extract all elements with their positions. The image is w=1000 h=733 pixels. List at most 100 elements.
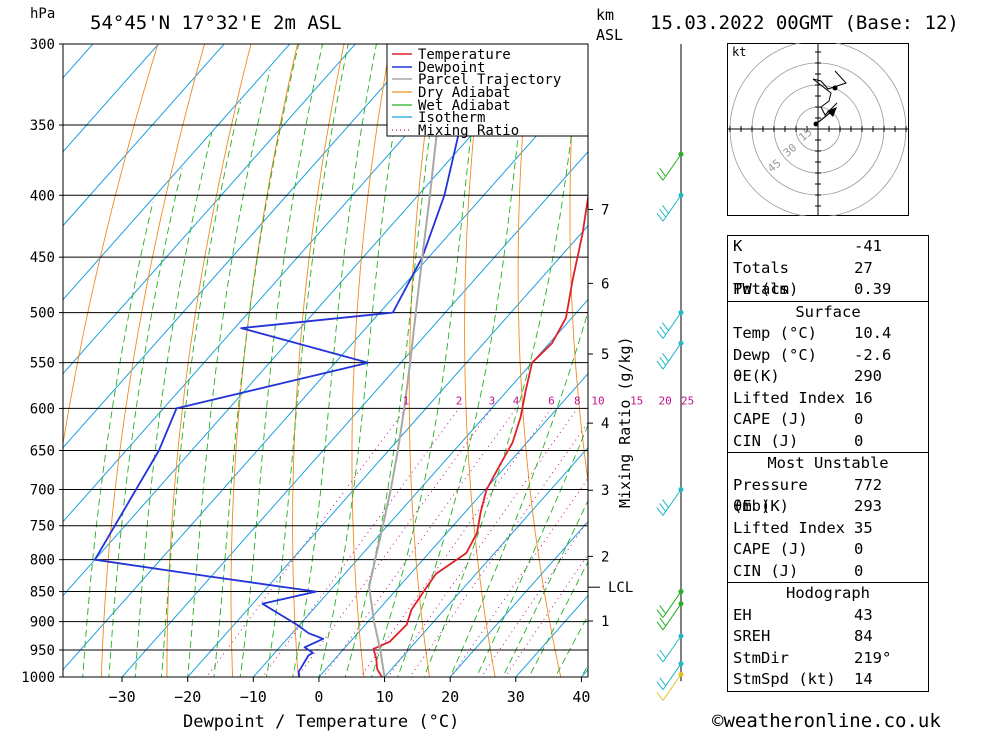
station-location: 54°45'N 17°32'E 2m ASL xyxy=(90,12,342,34)
isotherm-line xyxy=(63,44,291,301)
temperature-tick-label: −30 xyxy=(109,688,136,706)
temperature-tick-label: 0 xyxy=(314,688,323,706)
mu-value: 772 xyxy=(854,475,883,494)
surface-label: CAPE (J) xyxy=(733,410,808,428)
dry-adiabat-line xyxy=(63,44,159,447)
isotherm-line xyxy=(63,76,588,671)
surface-value: 16 xyxy=(854,388,873,407)
x-axis-title: Dewpoint / Temperature (°C) xyxy=(183,712,459,732)
surface-row: Lifted Index 16 xyxy=(728,388,928,410)
wind-barb-shaft xyxy=(662,674,682,701)
wet-adiabat-line xyxy=(160,101,241,677)
wind-barb-flag xyxy=(656,692,664,701)
mixing-ratio-value-label: 20 xyxy=(658,394,671,407)
wet-adiabat-line xyxy=(82,201,154,677)
pressure-axis: 300 350 400 450 500 550 600 650 700 750 800 850 900 9… xyxy=(21,37,63,686)
index-row-pw: PW (cm) 0.39 xyxy=(728,279,928,301)
legend-label-dry-adiabat: Dry Adiabat xyxy=(418,85,511,101)
mixing-ratio-value-label: 10 xyxy=(591,394,604,407)
mixing-ratio-value-label: 6 xyxy=(548,394,555,407)
height-tick-label: 7 xyxy=(601,203,609,219)
pressure-tick-label: 350 xyxy=(30,118,55,134)
pressure-tick-label: 700 xyxy=(30,483,55,499)
hodograph-trace-upper xyxy=(812,70,847,90)
wind-barb-flag xyxy=(662,499,669,508)
mu-label: Pressure (mb) xyxy=(733,475,808,516)
wind-barb-flag xyxy=(656,621,664,631)
wind-barb-flag xyxy=(662,352,669,362)
wind-barb-flag xyxy=(656,171,664,181)
pressure-tick-label: 650 xyxy=(30,444,55,460)
pressure-tick-label: 500 xyxy=(30,306,55,322)
wind-barb-flag xyxy=(662,322,669,331)
surface-value: 10.4 xyxy=(854,324,892,342)
wind-barb-flag xyxy=(662,204,669,214)
wind-barb xyxy=(656,589,684,618)
wind-barb xyxy=(656,192,684,222)
pressure-tick-label: 300 xyxy=(30,37,55,53)
mu-value: 293 xyxy=(854,497,882,515)
wind-barb-flag xyxy=(659,208,667,218)
pressure-tick-label: 400 xyxy=(30,188,55,204)
pressure-tick-label: 750 xyxy=(30,519,55,535)
storm-motion-arrow xyxy=(815,111,832,125)
hodo-label: EH xyxy=(733,605,752,624)
wet-adiabat-line xyxy=(554,614,588,677)
hodograph-row: StmSpd (kt) 14 xyxy=(728,669,928,691)
mixing-ratio-line xyxy=(480,519,588,677)
mixing-ratio-line xyxy=(409,421,588,677)
most-unstable-section-title: Most Unstable xyxy=(767,454,889,472)
index-value: -41 xyxy=(854,237,882,255)
wind-barb-flag xyxy=(659,326,667,335)
mixing-ratio-lines xyxy=(205,408,588,677)
mixing-ratio-value-label: 25 xyxy=(681,394,694,407)
wind-barb xyxy=(656,601,684,631)
wind-barb-flag xyxy=(656,330,664,339)
isotherm-line xyxy=(449,520,588,677)
lcl-label: LCL xyxy=(608,580,633,596)
most-unstable-row: CAPE (J) 0 xyxy=(728,539,928,561)
hodograph-point xyxy=(832,85,838,91)
wind-barb-flag xyxy=(659,356,667,366)
surface-label: Lifted Index xyxy=(733,388,845,407)
legend-label-dewpoint: Dewpoint xyxy=(418,60,485,76)
datetime-label: 15.03.2022 00GMT (Base: 12) xyxy=(650,12,959,34)
wind-barb-flag xyxy=(659,503,667,512)
mixing-ratio-value-label: 4 xyxy=(513,394,520,407)
hodo-label: StmDir xyxy=(733,648,789,667)
isotherm-line xyxy=(252,298,588,677)
temperature-tick-label: 20 xyxy=(441,688,459,706)
wind-barb-shaft xyxy=(662,312,682,339)
wind-barb xyxy=(656,310,684,339)
legend-label-mixing-ratio: Mixing Ratio xyxy=(418,123,519,139)
index-row-k: K -41 xyxy=(728,236,928,258)
wet-adiabat-line xyxy=(502,499,588,677)
hodograph-trace xyxy=(812,78,838,116)
wind-barb-flag xyxy=(659,649,667,659)
parcel-trajectory-line xyxy=(368,77,445,677)
wind-barb-flag xyxy=(659,677,667,686)
mixing-ratio-value-label: 3 xyxy=(489,394,496,407)
mixing-ratio-line xyxy=(322,408,517,677)
height-unit-asl: ASL xyxy=(596,26,624,44)
isotherm-line xyxy=(187,224,588,677)
isotherms xyxy=(63,44,588,677)
pressure-tick-label: 900 xyxy=(30,615,55,631)
wind-barb xyxy=(656,151,684,181)
hodo-label: StmSpd (kt) xyxy=(733,670,836,688)
isotherm-line xyxy=(383,446,588,677)
height-unit-km: km xyxy=(596,6,615,24)
mixing-ratio-value-label: 1 xyxy=(403,394,410,407)
temperature-tick-label: −10 xyxy=(240,688,267,706)
most-unstable-row: Lifted Index 35 xyxy=(728,518,928,540)
wet-adiabat-line xyxy=(213,44,300,677)
wind-barb xyxy=(656,486,684,516)
isotherm-line xyxy=(63,44,160,153)
temperature-line xyxy=(372,191,588,677)
mixing-ratio-line xyxy=(296,408,493,677)
pressure-tick-label: 950 xyxy=(30,643,55,659)
wind-barb-flag xyxy=(656,681,664,690)
hodo-value: 219° xyxy=(854,648,892,667)
hodo-value: 14 xyxy=(854,670,873,688)
wet-adiabat-line xyxy=(528,560,588,677)
